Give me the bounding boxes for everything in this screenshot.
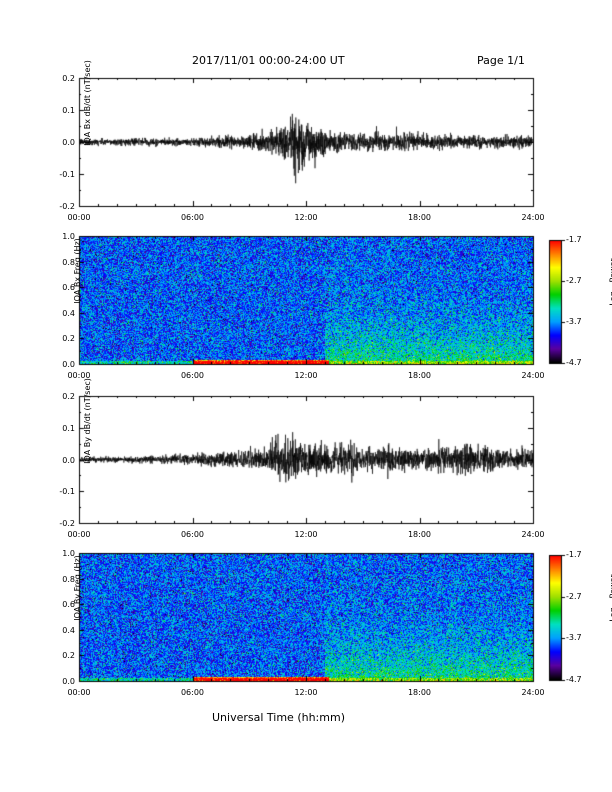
x-tick-label-p3-0: 00:00 [67, 688, 91, 697]
page-indicator: Page 1/1 [477, 54, 525, 67]
x-tick-label-p3-1: 06:00 [180, 688, 205, 697]
y-tick-label-p0-0: 0.2 [62, 73, 75, 83]
x-tick-label-p0-0: 00:00 [67, 213, 91, 222]
y-tick-label-p2-0: 0.2 [62, 391, 75, 401]
colorbar-tick-1-2: -3.7 [566, 633, 582, 643]
y-tick-label-p0-2: 0.0 [62, 137, 75, 147]
colorbar-tick-1-3: -4.7 [566, 675, 582, 684]
x-tick-label-p1-0: 00:00 [67, 371, 91, 380]
x-tick-label-p2-3: 18:00 [407, 530, 432, 539]
x-tick-label-p2-2: 12:00 [294, 530, 318, 539]
colorbar-tick-0-0: -1.7 [566, 235, 582, 244]
x-tick-label-p3-3: 18:00 [407, 688, 432, 697]
colorbar-tick-0-3: -4.7 [566, 358, 582, 367]
y-axis-label-p2: IQA By dB/dt (nT/sec) [82, 377, 92, 464]
x-tick-label-p3-2: 12:00 [294, 688, 318, 697]
y-tick-label-p1-4: 0.2 [62, 333, 75, 343]
y-tick-label-p0-1: 0.1 [62, 105, 75, 115]
x-tick-label-p1-1: 06:00 [180, 371, 205, 380]
y-tick-label-p2-4: -0.2 [59, 518, 75, 528]
y-tick-label-p1-1: 0.8 [62, 257, 75, 267]
y-tick-label-p3-2: 0.6 [62, 599, 75, 609]
x-tick-label-p1-4: 24:00 [521, 371, 545, 380]
y-axis-label-p1: IQA Bx Freq (Hz) [72, 238, 82, 304]
y-tick-label-p3-3: 0.4 [62, 625, 75, 635]
y-tick-label-p3-0: 1.0 [62, 548, 75, 558]
x-tick-label-p3-4: 24:00 [521, 688, 545, 697]
y-axis-label-p3: IQA By Freq (Hz) [72, 555, 82, 621]
y-tick-label-p2-2: 0.0 [62, 455, 75, 465]
colorbar-tick-0-1: -2.7 [566, 276, 582, 285]
y-tick-label-p1-5: 0.0 [62, 359, 75, 369]
x-tick-label-p1-3: 18:00 [407, 371, 432, 380]
x-tick-label-p0-4: 24:00 [521, 213, 545, 222]
y-tick-label-p0-4: -0.2 [59, 201, 75, 211]
colorbar-tick-1-0: -1.7 [566, 550, 582, 559]
y-tick-label-p1-0: 1.0 [62, 231, 75, 241]
colorbar-tick-1-1: -2.7 [566, 591, 582, 601]
x-tick-label-p0-3: 18:00 [407, 213, 432, 222]
x-tick-label-p1-2: 12:00 [294, 371, 318, 380]
y-tick-label-p0-3: -0.1 [59, 169, 75, 179]
y-tick-label-p3-5: 0.0 [62, 676, 75, 686]
y-tick-label-p2-1: 0.1 [62, 423, 75, 433]
y-tick-label-p1-2: 0.6 [62, 282, 75, 292]
x-tick-label-p2-1: 06:00 [180, 530, 205, 539]
colorbar-tick-0-2: -3.7 [566, 317, 582, 326]
x-tick-label-p0-2: 12:00 [294, 213, 318, 222]
x-tick-label-p0-1: 06:00 [180, 213, 205, 222]
x-tick-label-p2-0: 00:00 [67, 530, 91, 539]
x-axis-title: Universal Time (hh:mm) [212, 711, 345, 724]
y-axis-label-p0: IQA Bx dB/dt (nT/sec) [82, 60, 92, 146]
y-tick-label-p2-3: -0.1 [59, 486, 75, 496]
y-tick-label-p3-4: 0.2 [62, 650, 75, 660]
y-tick-label-p3-1: 0.8 [62, 574, 75, 584]
y-tick-label-p1-3: 0.4 [62, 308, 75, 318]
figure-title: 2017/11/01 00:00-24:00 UT [192, 54, 345, 67]
x-tick-label-p2-4: 24:00 [521, 530, 545, 539]
